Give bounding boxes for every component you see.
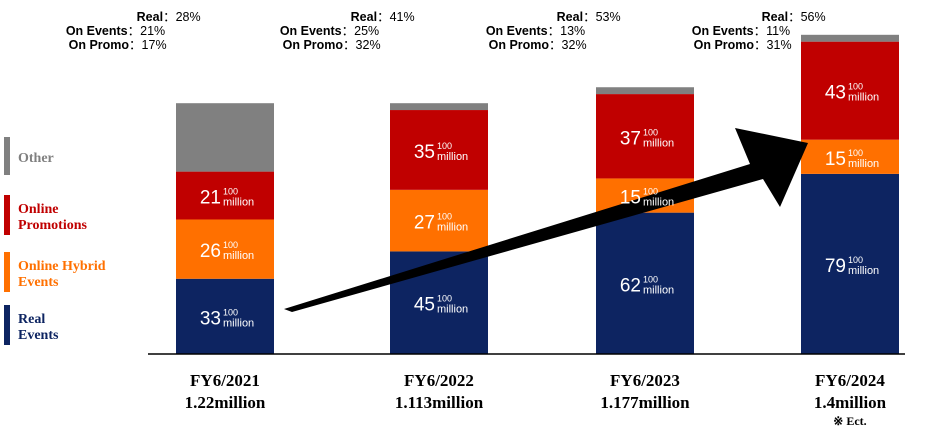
bar-segment bbox=[801, 139, 899, 174]
bar-segment bbox=[801, 34, 899, 42]
legend-swatch bbox=[4, 137, 10, 175]
unit-label-bottom: million bbox=[437, 151, 468, 163]
bar-segment bbox=[390, 189, 488, 252]
legend-label: Events bbox=[18, 328, 59, 343]
ratio-label: Real：53% bbox=[557, 10, 621, 24]
legend-label: Promotions bbox=[18, 218, 88, 233]
legend-label: Real bbox=[18, 312, 45, 327]
category-note: ※ Ect. bbox=[833, 414, 866, 428]
bar-segment bbox=[801, 41, 899, 140]
value-label: 26 bbox=[200, 241, 221, 262]
bar-segment bbox=[596, 212, 694, 354]
unit-label-bottom: million bbox=[643, 284, 674, 296]
value-label: 37 bbox=[620, 128, 641, 149]
value-label: 15 bbox=[620, 188, 641, 209]
unit-label-bottom: million bbox=[437, 304, 468, 316]
bar-segment bbox=[176, 278, 274, 354]
unit-label-top: 100 bbox=[437, 212, 452, 222]
unit-label-top: 100 bbox=[223, 240, 238, 250]
bar-segment bbox=[801, 173, 899, 354]
ratio-label: On Events：11% bbox=[692, 24, 790, 38]
value-label: 27 bbox=[414, 213, 435, 234]
x-axis: FY6/2021 1.22million FY6/2022 1.113million F… bbox=[148, 353, 905, 428]
value-label: 35 bbox=[414, 142, 435, 163]
ratio-label: On Promo：17% bbox=[69, 38, 167, 52]
unit-label-bottom: million bbox=[643, 197, 674, 209]
category-subtitle: 1.177million bbox=[600, 393, 690, 412]
bar-segment bbox=[390, 110, 488, 190]
unit-label-top: 100 bbox=[437, 141, 452, 151]
unit-label-bottom: million bbox=[223, 197, 254, 209]
legend-label: Events bbox=[18, 275, 59, 290]
category-subtitle: 1.113million bbox=[395, 393, 484, 412]
unit-label-top: 100 bbox=[848, 82, 863, 92]
legend-swatch bbox=[4, 305, 10, 345]
ratio-label: On Promo：31% bbox=[694, 38, 792, 52]
category-label: FY6/2021 bbox=[190, 371, 260, 390]
ratio-label: Real：28% bbox=[137, 10, 201, 24]
bar-segment bbox=[596, 87, 694, 95]
legend-label: Other bbox=[18, 151, 54, 166]
unit-label-top: 100 bbox=[848, 255, 863, 265]
unit-label-top: 100 bbox=[223, 307, 238, 317]
ratio-label: Real：56% bbox=[762, 10, 826, 24]
ratio-label: On Events：21% bbox=[66, 24, 165, 38]
trend-arrow bbox=[284, 128, 808, 312]
legend-swatch bbox=[4, 252, 10, 292]
category-label: FY6/2024 bbox=[815, 371, 885, 390]
bar-segment bbox=[176, 219, 274, 279]
category-subtitle: 1.22million bbox=[185, 393, 266, 412]
unit-label-top: 100 bbox=[223, 187, 238, 197]
legend-label: Online bbox=[18, 202, 58, 217]
value-label: 43 bbox=[825, 83, 846, 104]
unit-label-bottom: million bbox=[223, 250, 254, 262]
value-label: 79 bbox=[825, 256, 846, 277]
value-label: 21 bbox=[200, 188, 221, 209]
ratio-label: On Promo：32% bbox=[489, 38, 587, 52]
unit-label-bottom: million bbox=[848, 92, 879, 104]
trend-arrow-shape bbox=[284, 128, 808, 312]
legend-label: Online Hybrid bbox=[18, 259, 106, 274]
unit-label-top: 100 bbox=[643, 127, 658, 137]
value-label: 15 bbox=[825, 149, 846, 170]
value-label: 62 bbox=[620, 275, 641, 296]
unit-label-top: 100 bbox=[643, 274, 658, 284]
bar-segment bbox=[176, 103, 274, 172]
ratio-label: Real：41% bbox=[351, 10, 415, 24]
unit-label-bottom: million bbox=[643, 137, 674, 149]
unit-label-bottom: million bbox=[848, 265, 879, 277]
bars bbox=[176, 34, 899, 354]
unit-label-bottom: million bbox=[437, 222, 468, 234]
ratio-labels: Real：28%On Events：21%On Promo：17% Real：41… bbox=[66, 10, 826, 52]
ratio-label: On Promo：32% bbox=[283, 38, 381, 52]
legend-swatch bbox=[4, 195, 10, 235]
unit-label-bottom: million bbox=[223, 317, 254, 329]
value-label: 33 bbox=[200, 308, 221, 329]
unit-label-top: 100 bbox=[643, 187, 658, 197]
ratio-label: On Events：25% bbox=[280, 24, 379, 38]
bar-segment bbox=[390, 103, 488, 111]
ratio-label: On Events：13% bbox=[486, 24, 585, 38]
bar-segment bbox=[176, 171, 274, 220]
value-label: 45 bbox=[414, 295, 435, 316]
unit-label-top: 100 bbox=[848, 148, 863, 158]
category-label: FY6/2022 bbox=[404, 371, 474, 390]
category-label: FY6/2023 bbox=[610, 371, 680, 390]
bar-segment bbox=[596, 94, 694, 179]
unit-label-bottom: million bbox=[848, 158, 879, 170]
category-subtitle: 1.4million bbox=[814, 393, 887, 412]
unit-label-top: 100 bbox=[437, 294, 452, 304]
